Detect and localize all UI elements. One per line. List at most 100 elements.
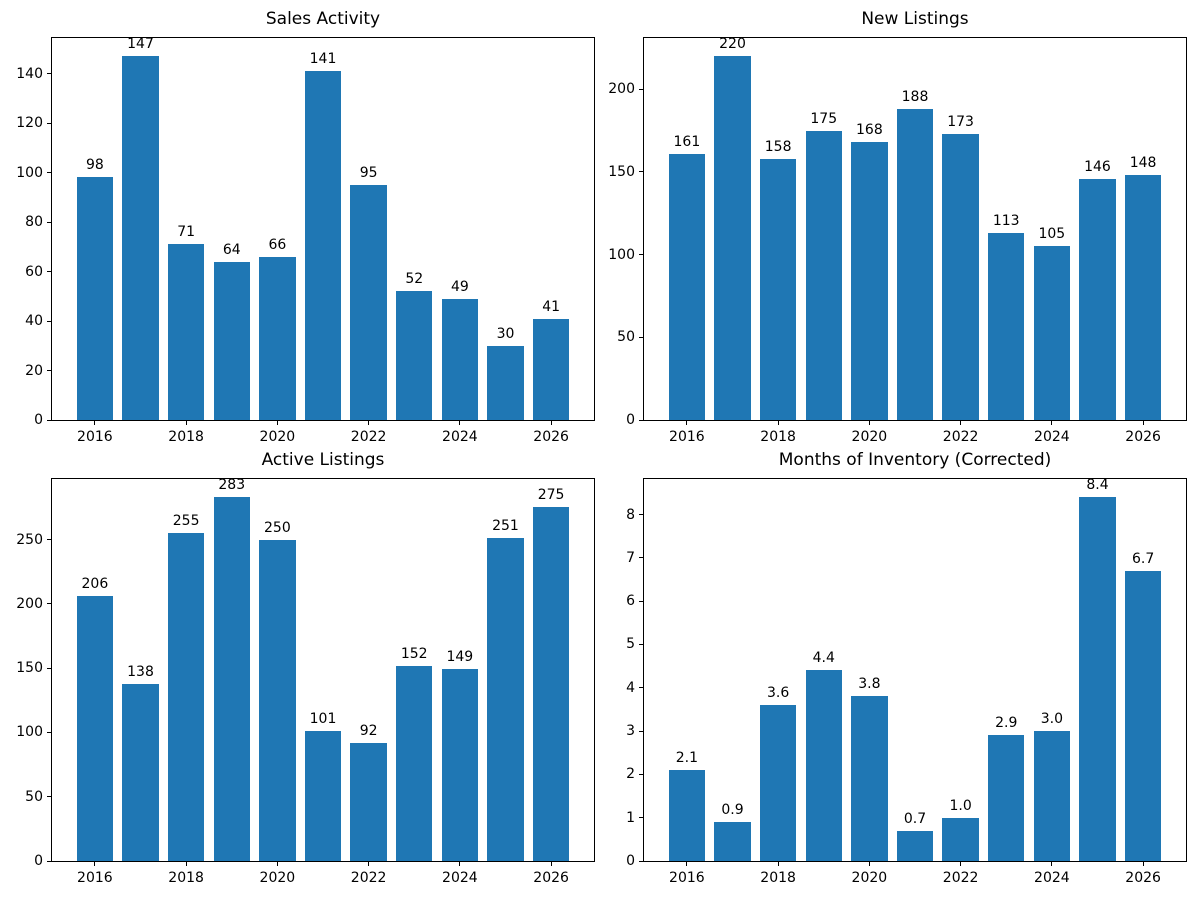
x-tick-mark bbox=[868, 421, 870, 425]
bar-2022 bbox=[942, 817, 979, 861]
y-tick-mark bbox=[47, 73, 51, 74]
y-tick-mark bbox=[639, 254, 643, 256]
bar-value-label: 146 bbox=[1084, 158, 1111, 175]
x-tick-label: 2018 bbox=[168, 870, 204, 886]
bar-2018 bbox=[759, 158, 797, 420]
bar-value-label: 113 bbox=[992, 213, 1020, 230]
y-tick-label: 40 bbox=[25, 313, 43, 329]
bar-value-label: 161 bbox=[673, 133, 701, 150]
x-tick-mark bbox=[686, 421, 688, 425]
x-tick-label: 2016 bbox=[77, 870, 113, 886]
bar-value-label: 2.9 bbox=[995, 715, 1018, 732]
bar-value-label: 41 bbox=[542, 298, 561, 315]
y-tick-mark bbox=[639, 419, 643, 421]
x-tick-mark bbox=[960, 862, 962, 866]
x-tick-label: 2016 bbox=[77, 429, 113, 445]
bar-2017 bbox=[122, 56, 159, 420]
bar-2022 bbox=[350, 184, 387, 420]
bar-value-label: 0.9 bbox=[721, 802, 744, 819]
y-tick-label: 150 bbox=[16, 660, 43, 677]
y-tick-label: 0 bbox=[626, 853, 635, 869]
x-tick-label: 2018 bbox=[168, 429, 204, 445]
bar-2025 bbox=[1079, 178, 1116, 420]
bar-value-label: 49 bbox=[450, 278, 469, 295]
bar-value-label: 105 bbox=[1038, 226, 1066, 243]
plot-area: 0 1 2 3 4 5 6 7 8 2016 2018 2020 2022 2024 2026 2.1 0.9 3… bbox=[626, 477, 1187, 886]
y-tick-mark bbox=[639, 687, 643, 689]
bar-value-label: 92 bbox=[359, 722, 378, 739]
y-tick-label: 6 bbox=[626, 593, 635, 610]
bar-value-label: 95 bbox=[359, 164, 378, 181]
bar-2026 bbox=[532, 318, 570, 420]
bar-value-label: 0.7 bbox=[903, 810, 927, 827]
x-tick-mark bbox=[185, 421, 187, 425]
bar-value-label: 206 bbox=[81, 576, 109, 593]
y-tick-mark bbox=[639, 643, 643, 645]
y-tick-mark bbox=[47, 667, 51, 669]
bar-value-label: 175 bbox=[810, 110, 838, 127]
bar-2024 bbox=[1033, 731, 1071, 861]
bar-2019 bbox=[805, 130, 842, 420]
subplot-sales-activity: Sales Activity 0 20 40 60 80 100 120 140 2016 201… bbox=[16, 9, 595, 445]
y-tick-mark bbox=[47, 370, 51, 371]
bar-value-label: 3.0 bbox=[1040, 711, 1063, 728]
plot-area: 0 20 40 60 80 100 120 140 2016 2018 2020 2022 2024 20… bbox=[16, 36, 595, 445]
x-tick-mark bbox=[368, 862, 370, 866]
bar-value-label: 275 bbox=[537, 487, 565, 504]
bar-value-label: 188 bbox=[901, 89, 929, 106]
bar-2018 bbox=[167, 533, 205, 861]
x-tick-label: 2018 bbox=[760, 429, 796, 445]
x-tick-mark bbox=[276, 862, 278, 866]
bar-value-label: 30 bbox=[496, 325, 515, 342]
y-tick-mark bbox=[47, 603, 51, 605]
bar-value-label: 173 bbox=[947, 113, 974, 130]
x-tick-label: 2022 bbox=[350, 429, 387, 445]
subplot-months-of-inventory: Months of Inventory (Corrected) 0 1 2 3 4 5 6 7… bbox=[626, 450, 1187, 886]
subplot-active-listings: Active Listings 0 50 100 150 200 250 2016 2018 2… bbox=[16, 450, 595, 886]
x-tick-mark bbox=[550, 862, 552, 866]
bar-value-label: 3.6 bbox=[766, 685, 790, 702]
x-tick-mark bbox=[868, 862, 870, 866]
bar-2021 bbox=[304, 71, 342, 420]
x-tick-label: 2024 bbox=[442, 870, 478, 886]
bar-2022 bbox=[942, 133, 979, 420]
x-tick-mark bbox=[368, 421, 370, 425]
y-tick-label: 50 bbox=[25, 788, 43, 805]
x-tick-mark bbox=[276, 421, 278, 425]
x-tick-label: 2022 bbox=[942, 429, 979, 445]
y-tick-label: 0 bbox=[626, 412, 635, 428]
bar-2021 bbox=[896, 830, 934, 861]
y-tick-label: 100 bbox=[608, 246, 635, 263]
bar-2024 bbox=[441, 298, 479, 420]
y-tick-mark bbox=[47, 539, 51, 541]
bar-2023 bbox=[987, 735, 1025, 861]
bar-value-label: 6.7 bbox=[1131, 550, 1155, 567]
y-tick-mark bbox=[639, 860, 643, 862]
x-tick-label: 2020 bbox=[851, 870, 888, 886]
x-tick-label: 2018 bbox=[760, 870, 796, 886]
bar-value-label: 101 bbox=[309, 711, 337, 728]
y-tick-label: 50 bbox=[617, 329, 635, 346]
x-tick-label: 2024 bbox=[1034, 429, 1070, 445]
y-tick-mark bbox=[639, 171, 643, 173]
bar-2024 bbox=[441, 669, 479, 861]
bar-value-label: 168 bbox=[856, 122, 883, 139]
y-tick-label: 0 bbox=[34, 853, 43, 869]
x-tick-mark bbox=[686, 862, 688, 866]
bar-value-label: 148 bbox=[1129, 155, 1157, 172]
x-tick-mark bbox=[459, 421, 461, 425]
y-tick-mark bbox=[47, 731, 51, 733]
bar-2026 bbox=[1124, 175, 1162, 420]
x-tick-mark bbox=[1142, 862, 1144, 866]
x-tick-label: 2026 bbox=[1125, 870, 1161, 886]
y-tick-mark bbox=[47, 860, 51, 862]
bar-value-label: 250 bbox=[264, 519, 291, 536]
bar-2016 bbox=[668, 770, 706, 861]
x-tick-label: 2022 bbox=[350, 870, 387, 886]
bar-value-label: 64 bbox=[222, 241, 241, 258]
bar-2025 bbox=[487, 538, 524, 861]
y-tick-label: 200 bbox=[608, 81, 635, 98]
bar-2025 bbox=[487, 345, 524, 420]
bar-value-label: 149 bbox=[446, 649, 474, 666]
